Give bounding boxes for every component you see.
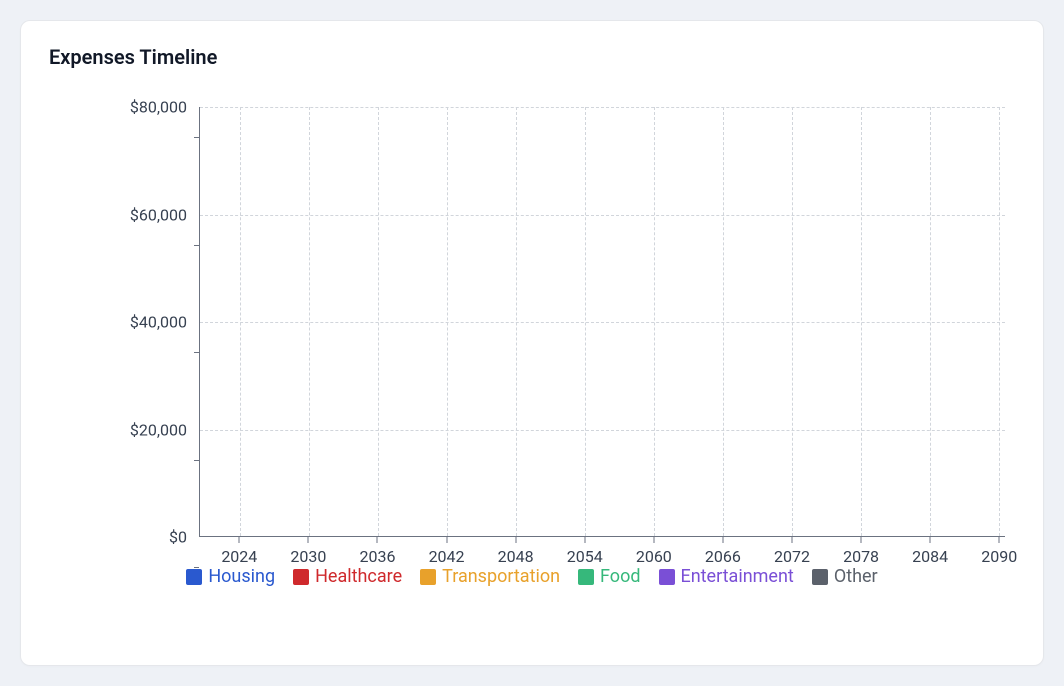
x-tick-label: 2072	[774, 547, 810, 566]
x-tick-mark	[446, 537, 447, 543]
legend-item-other: Other	[812, 566, 878, 587]
y-tick-label: $0	[169, 528, 187, 547]
x-tick-mark	[239, 537, 240, 543]
y-tick-label: $60,000	[130, 205, 187, 224]
x-tick-label: 2054	[567, 547, 603, 566]
y-axis-ticks: $0$20,000$40,000$60,000$80,000	[49, 107, 199, 537]
chart-legend: Housing Healthcare Transportation Food Enter…	[49, 566, 1015, 587]
x-tick-mark	[930, 537, 931, 543]
x-tick-label: 2030	[290, 547, 326, 566]
legend-label: Other	[834, 566, 878, 587]
x-tick-label: 2042	[429, 547, 465, 566]
legend-item-entertainment: Entertainment	[659, 566, 794, 587]
y-tick-label: $80,000	[130, 98, 187, 117]
x-tick-mark	[515, 537, 516, 543]
x-tick-mark	[722, 537, 723, 543]
y-tick-label: $40,000	[130, 313, 187, 332]
legend-label: Transportation	[442, 566, 560, 587]
x-tick-label: 2024	[221, 547, 257, 566]
legend-swatch	[812, 569, 828, 585]
x-tick-label: 2048	[498, 547, 534, 566]
x-tick-label: 2066	[705, 547, 741, 566]
card-title: Expenses Timeline	[49, 45, 1015, 69]
plot-area	[199, 107, 1005, 537]
legend-label: Healthcare	[315, 566, 402, 587]
legend-swatch	[578, 569, 594, 585]
legend-item-food: Food	[578, 566, 640, 587]
x-tick-mark	[861, 537, 862, 543]
x-tick-mark	[999, 537, 1000, 543]
x-tick-label: 2078	[843, 547, 879, 566]
x-tick-mark	[791, 537, 792, 543]
x-tick-label: 2084	[912, 547, 948, 566]
x-tick-mark	[377, 537, 378, 543]
legend-label: Housing	[208, 566, 275, 587]
legend-item-housing: Housing	[186, 566, 275, 587]
bars-container	[200, 107, 1005, 536]
legend-label: Food	[600, 566, 640, 587]
legend-swatch	[293, 569, 309, 585]
x-tick-label: 2036	[359, 547, 395, 566]
legend-item-healthcare: Healthcare	[293, 566, 402, 587]
x-tick-label: 2060	[636, 547, 672, 566]
chart-area: $0 $20,000 $40,000 $60,000 $80,000 2024 2030 2…	[49, 77, 1015, 587]
x-tick-label: 2090	[981, 547, 1017, 566]
legend-swatch	[420, 569, 436, 585]
legend-label: Entertainment	[681, 566, 794, 587]
x-tick-mark	[653, 537, 654, 543]
x-tick-mark	[308, 537, 309, 543]
chart-card: Expenses Timeline $0 $20,000 $40,000 $60,00…	[20, 20, 1044, 666]
legend-swatch	[186, 569, 202, 585]
x-tick-mark	[584, 537, 585, 543]
legend-swatch	[659, 569, 675, 585]
legend-item-transportation: Transportation	[420, 566, 560, 587]
y-tick-label: $20,000	[130, 420, 187, 439]
